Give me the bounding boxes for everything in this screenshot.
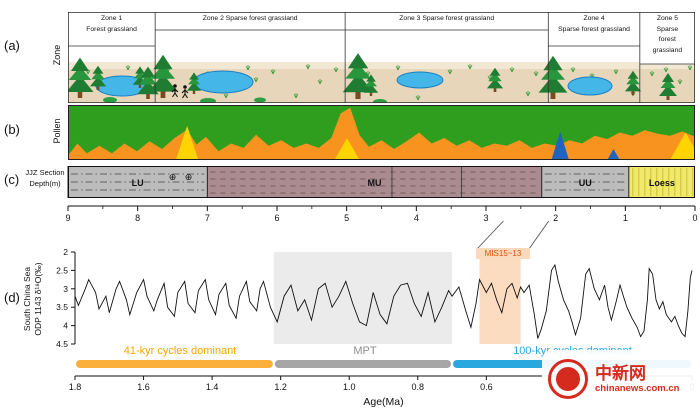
depth-axis-label: JJZ Section Depth(m)	[22, 168, 68, 189]
svg-text:MU: MU	[368, 178, 382, 188]
svg-text:1: 1	[623, 213, 628, 223]
cycle-label-mpt: MPT	[353, 345, 377, 357]
svg-text:3: 3	[63, 284, 68, 294]
svg-text:2.5: 2.5	[56, 265, 68, 275]
svg-text:7: 7	[205, 213, 210, 223]
chinanews-logo-inner	[556, 367, 580, 391]
svg-text:UU: UU	[579, 178, 592, 188]
svg-text:2: 2	[63, 247, 68, 257]
svg-text:3.5: 3.5	[56, 302, 68, 312]
pollen-axis-label: Pollen	[52, 118, 62, 144]
pollen-panel	[68, 105, 695, 160]
mis-region-label: MIS15~13	[476, 248, 530, 259]
zone-axis-label: Zone	[52, 44, 62, 66]
svg-text:1.2: 1.2	[274, 382, 287, 392]
svg-text:9: 9	[65, 213, 70, 223]
cycle-label-41kyr: 41-kyr cycles dominant	[123, 345, 237, 357]
svg-text:5: 5	[344, 213, 349, 223]
svg-text:LU: LU	[132, 178, 144, 188]
svg-text:6: 6	[274, 213, 279, 223]
svg-text:⊕: ⊕	[185, 172, 193, 182]
svg-text:0.8: 0.8	[412, 382, 425, 392]
svg-text:2: 2	[553, 213, 558, 223]
svg-text:⊕: ⊕	[169, 172, 177, 182]
svg-text:4.5: 4.5	[56, 339, 68, 349]
isotope-chart-panel: 22.533.544.51.81.61.41.21.00.80.60.40.20	[56, 247, 694, 392]
svg-text:Loess: Loess	[649, 178, 675, 188]
svg-text:0.6: 0.6	[480, 382, 493, 392]
svg-text:4: 4	[414, 213, 419, 223]
svg-text:8: 8	[135, 213, 140, 223]
panel-d-letter: (d)	[4, 290, 20, 305]
svg-text:0: 0	[692, 213, 697, 223]
panel-b-letter: (b)	[4, 122, 20, 137]
vegetation-zone-panel	[68, 12, 695, 103]
svg-text:1.6: 1.6	[137, 382, 150, 392]
depth-axis-label-line2: Depth(m)	[29, 178, 61, 188]
stratigraphy-panel: LU MU UU Loess ⊕ ⊕ 9 8 7 6 5 4 3 2 1 0	[65, 166, 698, 223]
svg-text:1.4: 1.4	[206, 382, 219, 392]
panel-c-letter: (c)	[4, 172, 20, 187]
watermark: 中新网 chinanews.com.cn	[542, 350, 698, 408]
watermark-site: chinanews.com.cn	[595, 383, 680, 395]
panel-a-letter: (a)	[4, 38, 20, 53]
svg-text:3: 3	[483, 213, 488, 223]
watermark-name: 中新网	[595, 363, 646, 383]
watermark-text: 中新网 chinanews.com.cn	[595, 364, 679, 395]
svg-text:4: 4	[63, 321, 68, 331]
svg-text:1.8: 1.8	[69, 382, 82, 392]
depth-axis-label-line1: JJZ Section	[25, 168, 65, 177]
age-axis-label: Age(Ma)	[363, 396, 404, 408]
chinanews-logo-icon	[548, 359, 588, 399]
svg-text:1.0: 1.0	[343, 382, 356, 392]
